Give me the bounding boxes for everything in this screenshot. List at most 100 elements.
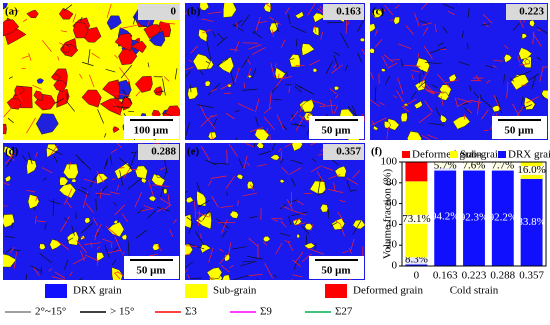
boundary bbox=[228, 143, 238, 157]
value-label: 16.0% bbox=[517, 164, 545, 176]
boundary bbox=[43, 177, 47, 181]
grain bbox=[199, 3, 210, 11]
boundary bbox=[424, 89, 435, 95]
boundary bbox=[225, 175, 236, 189]
boundary bbox=[386, 126, 389, 139]
boundary bbox=[247, 255, 263, 260]
boundary bbox=[263, 107, 272, 114]
grain bbox=[524, 59, 531, 65]
boundary bbox=[185, 11, 189, 15]
boundary bbox=[8, 76, 13, 79]
boundary bbox=[110, 242, 113, 248]
grain bbox=[3, 214, 15, 228]
grain bbox=[26, 9, 39, 19]
bar-segment bbox=[520, 178, 543, 266]
boundary bbox=[370, 42, 371, 44]
boundary bbox=[307, 247, 325, 255]
boundary bbox=[461, 30, 464, 38]
boundary bbox=[387, 62, 398, 69]
boundary bbox=[116, 143, 122, 148]
boundary bbox=[290, 58, 295, 60]
boundary bbox=[16, 89, 23, 103]
boundary bbox=[418, 112, 432, 123]
boundary bbox=[211, 162, 229, 165]
boundary bbox=[220, 264, 230, 273]
boundary bbox=[370, 99, 381, 107]
boundary bbox=[133, 14, 136, 25]
grain bbox=[291, 143, 303, 152]
boundary bbox=[301, 225, 310, 235]
boundary bbox=[215, 218, 230, 229]
boundary bbox=[95, 192, 111, 195]
boundary bbox=[381, 56, 388, 67]
boundary bbox=[526, 96, 539, 104]
boundary bbox=[392, 95, 397, 98]
grain bbox=[53, 79, 68, 92]
boundary bbox=[418, 81, 426, 88]
boundary bbox=[129, 152, 137, 170]
boundary bbox=[248, 273, 263, 276]
boundary bbox=[348, 248, 352, 254]
boundary bbox=[157, 244, 162, 252]
boundary bbox=[400, 59, 404, 67]
boundary bbox=[249, 215, 258, 219]
boundary bbox=[325, 60, 334, 75]
grain bbox=[33, 90, 44, 102]
boundary bbox=[290, 110, 299, 122]
boundary bbox=[411, 74, 414, 81]
boundary bbox=[106, 3, 112, 18]
boundary bbox=[208, 212, 210, 217]
grain bbox=[413, 100, 423, 110]
boundary bbox=[345, 18, 348, 34]
boundary bbox=[458, 61, 470, 66]
grain bbox=[3, 3, 8, 10]
scale-label: 50 μm bbox=[504, 125, 533, 137]
grain bbox=[81, 89, 102, 108]
grain bbox=[99, 98, 124, 116]
boundary bbox=[52, 199, 55, 216]
boundary bbox=[291, 177, 296, 187]
boundary bbox=[41, 40, 52, 52]
boundary bbox=[30, 265, 42, 272]
boundary bbox=[80, 237, 86, 239]
boundary bbox=[90, 242, 93, 248]
boundary bbox=[84, 242, 102, 245]
boundary bbox=[206, 41, 212, 60]
strain-box bbox=[506, 4, 547, 20]
boundary bbox=[220, 82, 233, 90]
boundary bbox=[316, 192, 325, 196]
grain bbox=[46, 143, 59, 158]
grain bbox=[400, 112, 408, 123]
boundary bbox=[202, 210, 210, 221]
boundary bbox=[334, 220, 342, 225]
boundary bbox=[114, 272, 121, 280]
grain bbox=[204, 80, 211, 87]
boundary bbox=[72, 13, 77, 23]
boundary bbox=[134, 192, 142, 208]
boundary bbox=[245, 143, 254, 148]
boundary bbox=[226, 191, 229, 196]
strain-box bbox=[138, 144, 179, 160]
panel-label: (c) bbox=[372, 6, 385, 18]
boundary bbox=[26, 189, 36, 193]
boundary bbox=[225, 113, 235, 120]
boundary bbox=[470, 79, 482, 82]
boundary bbox=[56, 240, 70, 250]
boundary bbox=[162, 78, 166, 96]
boundary bbox=[59, 42, 68, 48]
grain bbox=[518, 47, 533, 60]
value-label-bg bbox=[404, 214, 429, 224]
boundary bbox=[216, 36, 228, 46]
grain bbox=[73, 21, 89, 39]
boundary bbox=[294, 251, 304, 264]
boundary bbox=[280, 39, 286, 48]
grain bbox=[56, 88, 70, 108]
grain bbox=[4, 175, 12, 183]
grain bbox=[296, 233, 300, 239]
boundary bbox=[279, 203, 287, 210]
boundary bbox=[127, 240, 130, 258]
boundary bbox=[54, 98, 65, 104]
boundary bbox=[10, 246, 15, 253]
boundary bbox=[185, 269, 189, 274]
grain bbox=[254, 128, 270, 140]
